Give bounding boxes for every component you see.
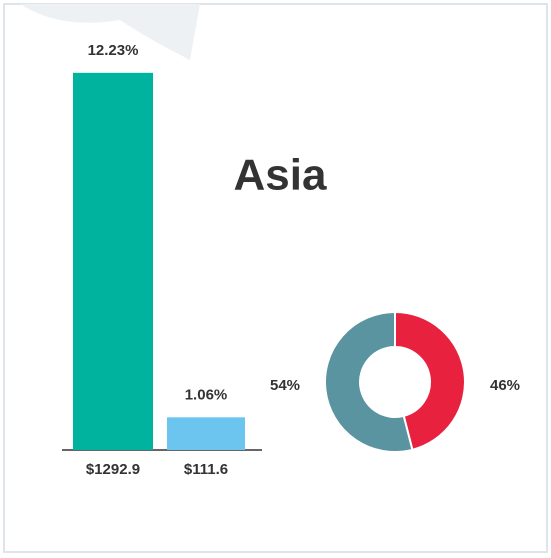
map-shape [20, 4, 200, 60]
value-label: 12.23% [88, 42, 139, 59]
bar [167, 417, 245, 450]
donut-slice [394, 310, 466, 452]
value-label: 1.06% [185, 386, 228, 403]
slice-label: 54% [270, 377, 300, 394]
category-label: $111.6 [184, 461, 228, 478]
title: Asia [234, 151, 327, 200]
category-label: $1292.9 [86, 461, 140, 478]
donut-slice [324, 310, 414, 453]
bar [73, 72, 153, 450]
slice-label: 46% [490, 377, 520, 394]
